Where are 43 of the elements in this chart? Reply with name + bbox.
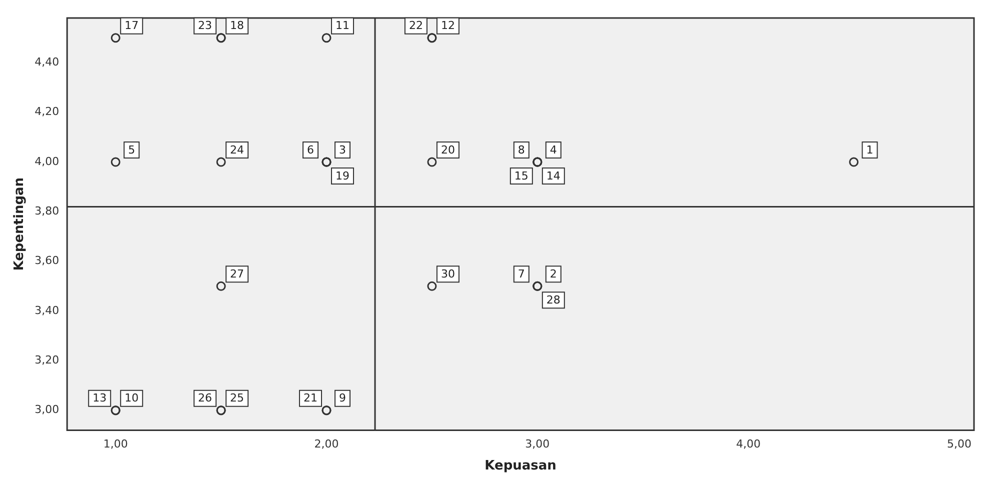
annotation: 12 bbox=[440, 19, 455, 32]
annotation: 25 bbox=[230, 392, 244, 405]
annotation: 17 bbox=[124, 19, 139, 32]
annotation: 2 bbox=[550, 268, 557, 281]
annotation: 18 bbox=[230, 19, 244, 32]
annotation: 19 bbox=[336, 169, 350, 182]
annotation: 6 bbox=[307, 143, 314, 156]
x-tick-label: 1,00 bbox=[103, 438, 128, 451]
annotation: 21 bbox=[304, 392, 318, 405]
y-tick-label: 4,00 bbox=[34, 154, 60, 168]
y-tick-label: 3,80 bbox=[34, 204, 60, 218]
annotation: 26 bbox=[198, 392, 212, 405]
y-tick-label: 3,20 bbox=[34, 354, 60, 367]
y-tick-label: 4,40 bbox=[34, 56, 60, 69]
annotation: 24 bbox=[230, 143, 244, 156]
annotation: 22 bbox=[408, 19, 423, 32]
x-tick-label: 5,00 bbox=[946, 438, 972, 451]
annotation: 13 bbox=[92, 392, 107, 405]
x-tick-label: 3,00 bbox=[525, 438, 550, 451]
y-tick-label: 3,40 bbox=[34, 304, 60, 317]
x-tick-label: 4,00 bbox=[736, 438, 761, 451]
x-axis-title: Kepuasan bbox=[484, 458, 556, 474]
annotation: 20 bbox=[440, 143, 455, 156]
annotation: 5 bbox=[128, 143, 136, 156]
y-tick-label: 3,60 bbox=[34, 254, 60, 268]
annotation: 11 bbox=[336, 19, 350, 32]
annotation: 30 bbox=[440, 268, 455, 281]
y-tick-label: 3,00 bbox=[34, 403, 60, 416]
annotation: 7 bbox=[518, 268, 525, 281]
annotation: 1 bbox=[866, 143, 874, 156]
annotation: 15 bbox=[514, 169, 528, 182]
x-tick-label: 2,00 bbox=[314, 438, 339, 451]
annotation: 3 bbox=[339, 143, 346, 156]
annotation: 4 bbox=[550, 143, 557, 156]
annotation: 28 bbox=[546, 294, 560, 307]
annotation: 14 bbox=[546, 169, 560, 182]
y-axis-title: Kepentingan bbox=[12, 177, 28, 271]
y-tick-label: 4,20 bbox=[34, 105, 60, 118]
annotation: 27 bbox=[230, 268, 244, 281]
annotation: 23 bbox=[198, 19, 212, 32]
annotation: 10 bbox=[124, 392, 139, 405]
annotation: 8 bbox=[518, 143, 525, 156]
annotation: 9 bbox=[339, 392, 346, 405]
